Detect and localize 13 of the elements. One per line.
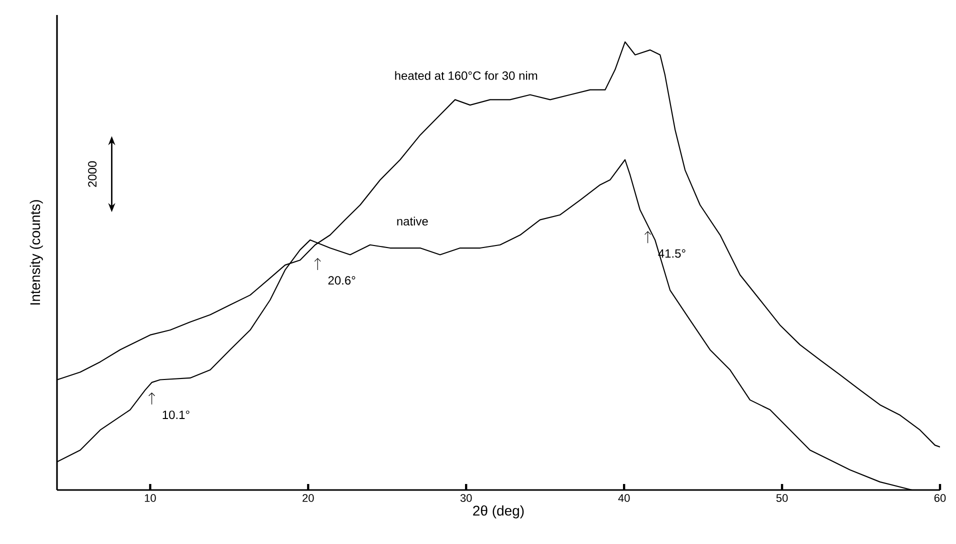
y-axis-title: Intensity (counts)	[30, 200, 43, 304]
x-tick-label: 50	[776, 494, 788, 502]
x-axis-title: 2θ (deg)	[473, 505, 524, 518]
x-tick-label: 30	[460, 494, 472, 502]
annotation: 20.6°	[328, 276, 356, 285]
x-tick-label: 40	[618, 494, 630, 502]
series-label: heated at 160°C for 30 nim	[395, 71, 538, 80]
x-tick-label: 20	[302, 494, 314, 502]
x-tick-label: 10	[144, 494, 156, 502]
x-tick-label: 60	[934, 494, 946, 502]
annotation: 10.1°	[162, 410, 190, 420]
series-label: native	[397, 216, 428, 226]
annotation: 2000	[88, 161, 97, 187]
